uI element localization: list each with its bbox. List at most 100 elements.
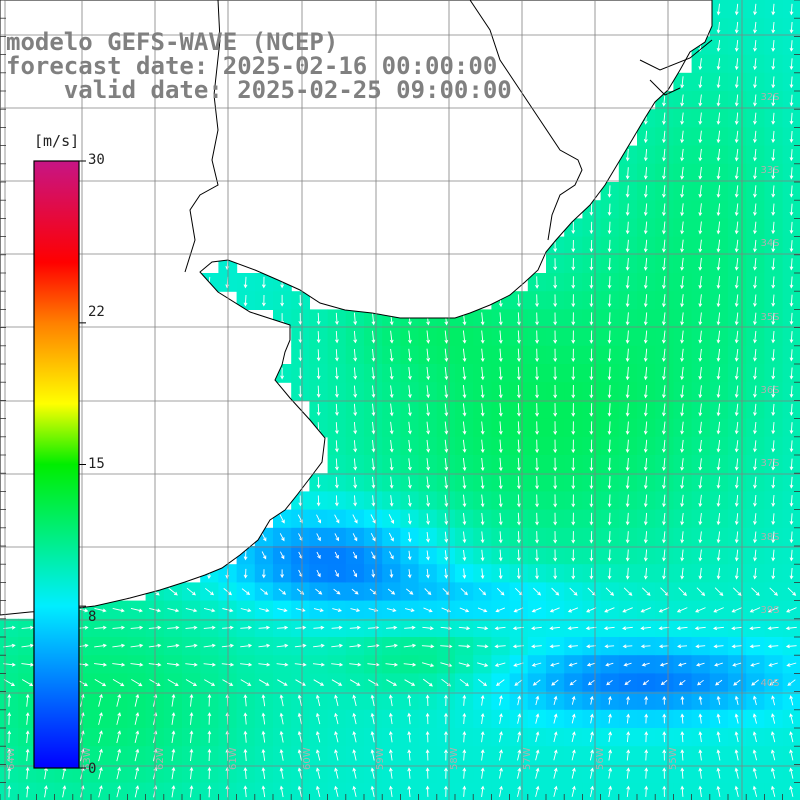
wind-arrow (404, 679, 416, 686)
wind-arrow (662, 713, 667, 724)
wind-arrow (771, 385, 776, 398)
wind-arrow (134, 766, 140, 780)
wind-arrow (753, 76, 757, 89)
wind-arrow (352, 569, 358, 578)
wind-arrow (334, 514, 340, 524)
colorbar (33, 160, 86, 769)
wind-arrow (388, 730, 393, 743)
wind-arrow (498, 476, 503, 490)
wind-arrow (243, 294, 248, 307)
wind-arrow (716, 531, 721, 544)
wind-arrow (498, 403, 503, 417)
wind-arrow (644, 767, 649, 779)
wind-arrow (426, 513, 430, 525)
wind-arrow (698, 130, 703, 144)
wind-arrow (370, 730, 375, 743)
wind-arrow (571, 221, 576, 235)
wind-arrow (571, 531, 576, 544)
wind-arrow (789, 713, 794, 724)
wind-arrow (734, 785, 739, 797)
wind-arrow (131, 679, 143, 687)
wind-arrow (498, 366, 503, 381)
wind-arrow (517, 713, 522, 724)
wind-arrow (753, 330, 757, 344)
wind-arrow (789, 258, 794, 271)
wind-arrow (444, 458, 449, 472)
wind-arrow (661, 439, 666, 453)
wind-arrow (386, 625, 398, 630)
wind-arrow (716, 21, 721, 34)
wind-arrow (498, 312, 503, 326)
wind-arrow (589, 476, 594, 490)
wind-arrow (243, 767, 248, 780)
wind-arrow (643, 458, 648, 472)
wind-arrow (130, 643, 144, 648)
wind-arrow (112, 643, 126, 648)
wind-arrow (134, 693, 140, 707)
wind-arrow (771, 21, 776, 34)
wind-arrow (716, 185, 721, 198)
wind-arrow (753, 148, 757, 162)
wind-arrow (622, 607, 633, 613)
wind-arrow (298, 367, 303, 380)
wind-arrow (734, 749, 739, 761)
wind-arrow (422, 626, 434, 631)
wind-arrow (680, 749, 685, 761)
wind-arrow (571, 512, 576, 526)
wind-arrow (549, 626, 561, 631)
wind-arrow (316, 367, 321, 380)
wind-arrow (625, 148, 630, 162)
wind-arrow (571, 258, 576, 271)
wind-arrow (426, 458, 431, 471)
wind-arrow (403, 662, 417, 667)
wind-arrow (277, 679, 288, 686)
wind-arrow (276, 625, 289, 630)
wind-arrow (335, 422, 339, 435)
wind-arrow (716, 458, 721, 471)
wind-arrow (462, 385, 467, 399)
wind-arrow (625, 330, 630, 344)
wind-arrow (295, 625, 307, 630)
wind-arrow (370, 694, 375, 707)
wind-arrow (734, 531, 739, 544)
wind-arrow (331, 625, 343, 630)
wind-arrow (426, 366, 431, 381)
wind-arrow (789, 203, 794, 216)
wind-arrow (553, 276, 558, 289)
wind-arrow (643, 148, 648, 162)
wind-arrow (462, 476, 467, 490)
wind-arrow (751, 587, 760, 596)
wind-arrow (480, 312, 485, 326)
wind-arrow (517, 494, 521, 508)
wind-arrow (185, 625, 198, 630)
wind-arrow (298, 294, 303, 307)
wind-arrow (734, 148, 739, 162)
wind-arrow (444, 749, 448, 761)
wind-arrow (753, 276, 757, 289)
wind-arrow (734, 76, 739, 89)
wind-arrow (371, 440, 376, 453)
wind-arrow (567, 607, 579, 613)
wind-arrow (643, 185, 648, 198)
wind-arrow (243, 550, 248, 561)
wind-arrow (553, 403, 558, 417)
wind-arrow (404, 625, 416, 630)
wind-arrow (517, 695, 522, 706)
wind-arrow (716, 749, 721, 761)
wind-arrow (298, 349, 303, 362)
wind-arrow (716, 785, 721, 797)
wind-arrow (789, 76, 794, 89)
wind-arrow (608, 695, 612, 705)
wind-arrow (408, 421, 412, 435)
wind-arrow (680, 275, 684, 290)
wind-arrow (734, 167, 739, 180)
wind-arrow (25, 693, 30, 707)
wind-arrow (589, 312, 594, 326)
wind-arrow (531, 626, 542, 631)
wind-arrow (353, 458, 358, 471)
wind-arrow (643, 330, 648, 344)
wind-arrow (771, 549, 776, 562)
wind-arrow (607, 476, 612, 490)
wind-arrow (334, 749, 339, 761)
wind-arrow (734, 549, 739, 562)
